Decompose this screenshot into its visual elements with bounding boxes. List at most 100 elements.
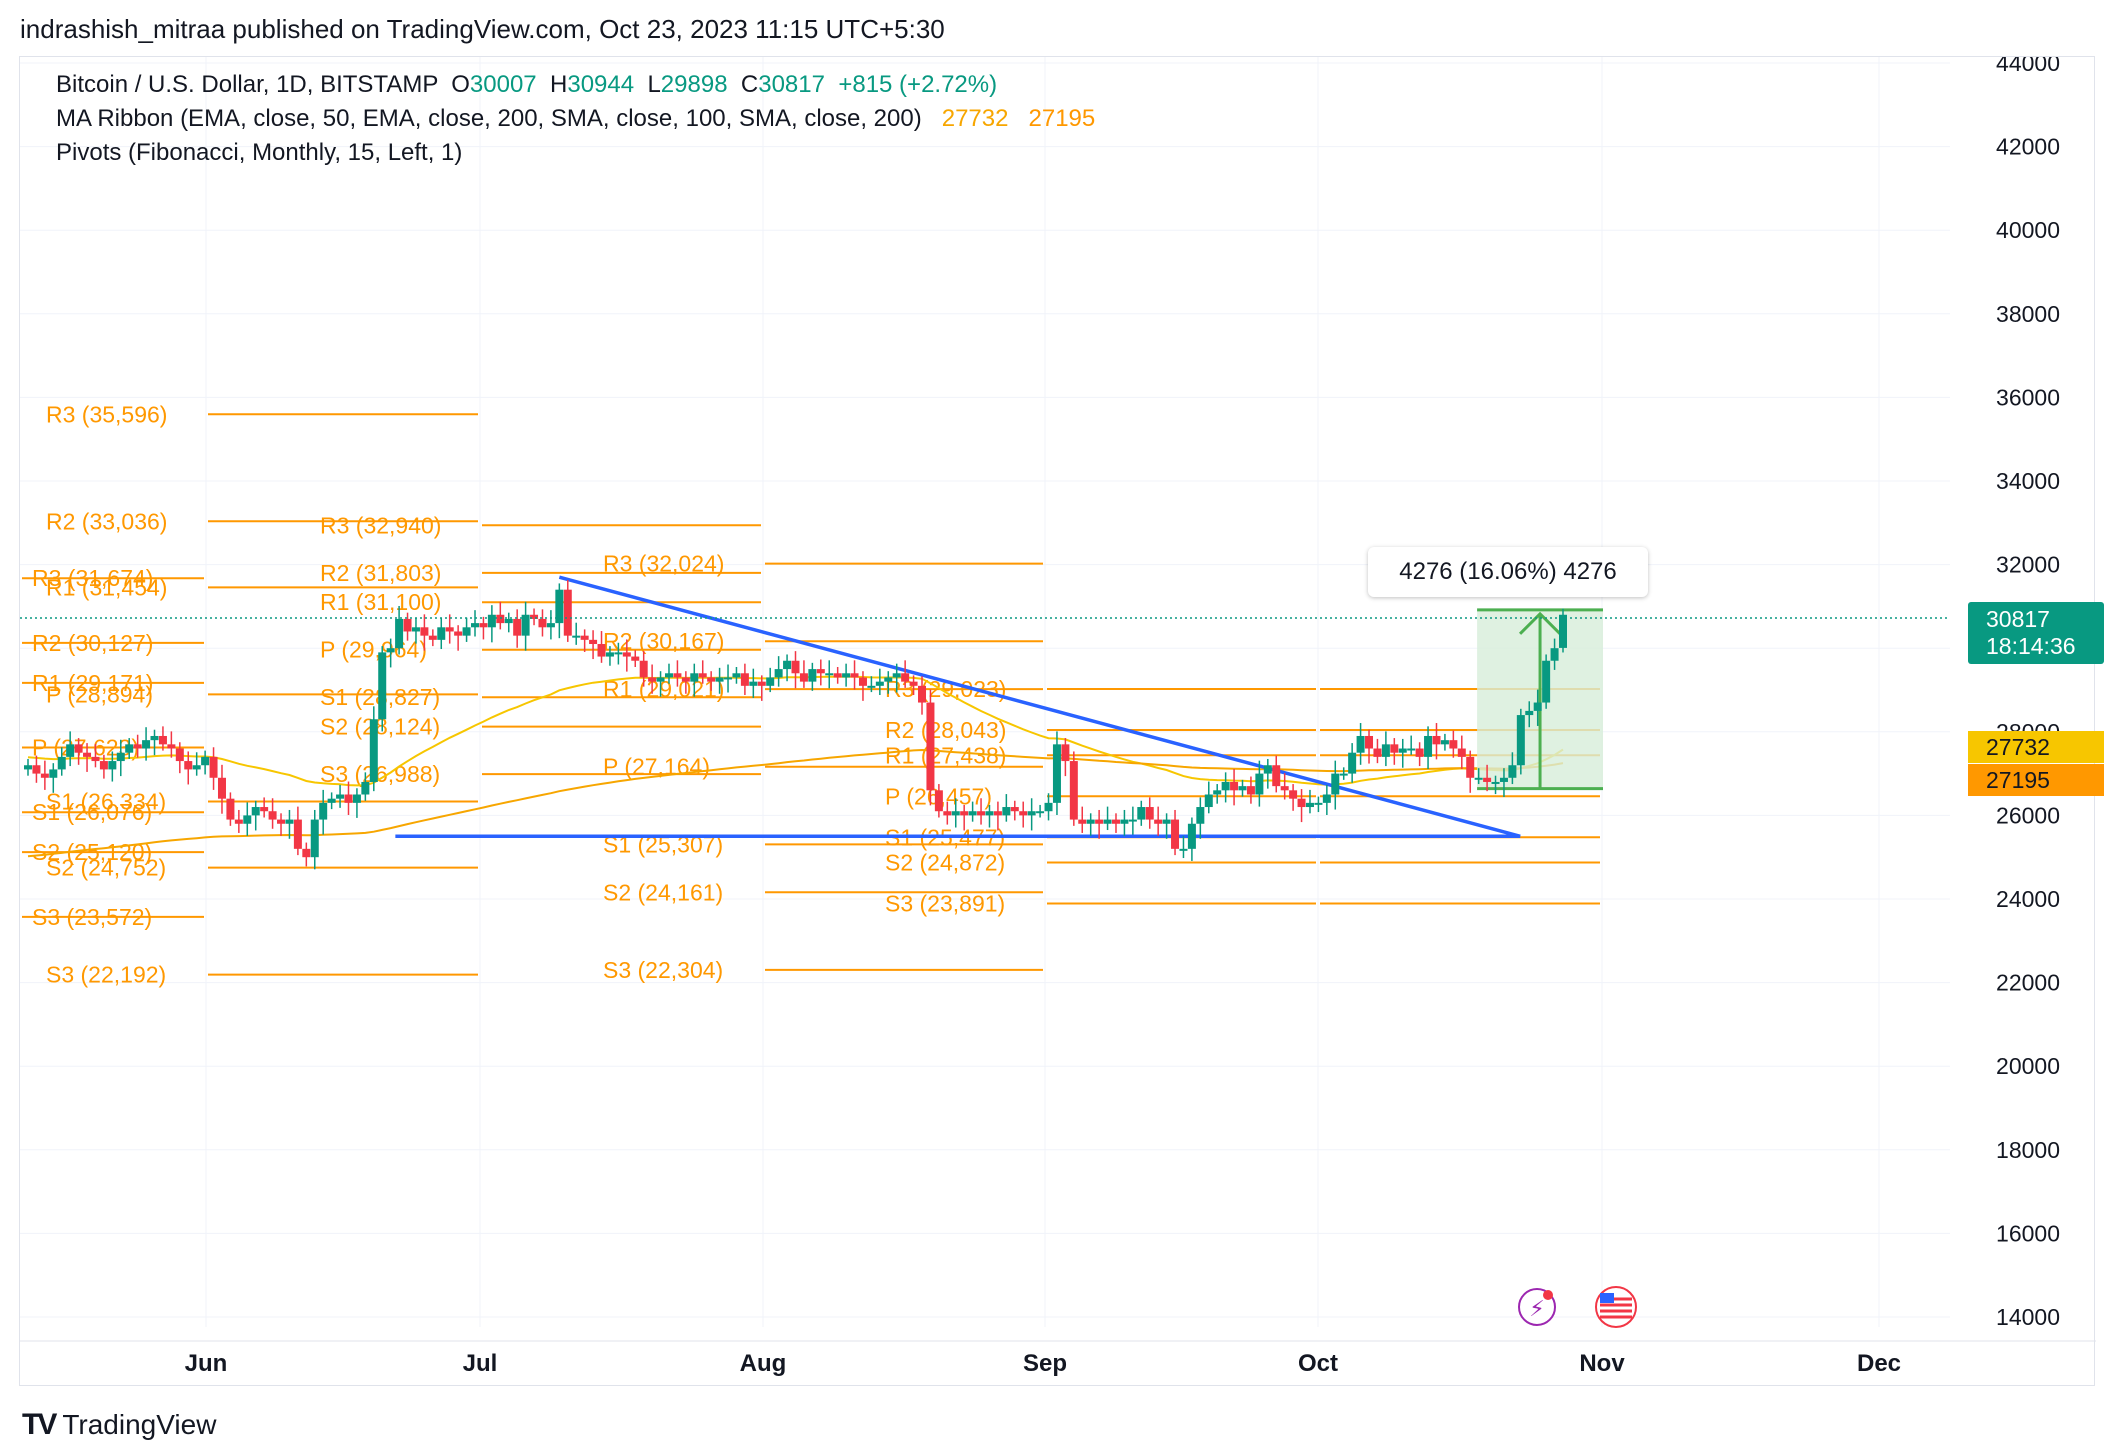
time-axis: Jun Jul Aug Sep Oct Nov Dec ⚡ [20,1286,2096,1377]
measure-arrow-head [1518,611,1562,635]
measure-label: 4276 (16.06%) 4276 [1399,558,1617,585]
candle-body [1196,807,1205,824]
candle-body [1491,781,1500,784]
candle-body [1002,807,1011,816]
candle-body [192,765,201,770]
tradingview-logo[interactable]: TV TradingView [22,1408,216,1442]
candle-body [1095,819,1104,824]
high-label: H [550,71,568,98]
pivot-label: S2 (24,752) [46,855,166,881]
open-label: O [451,71,470,98]
candle-body [875,681,884,686]
candle-body [1086,819,1095,824]
candle-body [302,848,311,858]
candle-body [116,752,125,762]
y-tick-label: 40000 [1996,217,2060,243]
candle-body [1154,819,1163,824]
candle-body [293,819,302,849]
candle-body [1483,777,1492,782]
candle-body [1061,744,1070,762]
y-tick-label: 38000 [1996,301,2060,327]
y-tick-label: 20000 [1996,1053,2060,1079]
open-value: 30007 [469,71,537,98]
price-chart[interactable]: R3 (31,674)R2 (30,127)R1 (29,171)P (27,6… [20,57,2096,1387]
candle-body [597,644,606,657]
flag-canton [1600,1293,1614,1303]
x-tick-label: Oct [1298,1350,1338,1377]
candle-body [1381,744,1390,757]
pivot-label: S1 (26,334) [46,788,166,814]
candle-body [1322,794,1331,803]
candle-body [1457,748,1466,757]
candle-body [572,635,581,638]
pivot-label: S2 (24,872) [885,850,1005,876]
candle-body [530,614,539,619]
candle-body [1044,802,1053,812]
candle-body [1111,819,1120,824]
candle-body [1137,807,1146,820]
candle-body [1424,735,1433,757]
pivot-label: R2 (30,167) [603,628,724,654]
candle-body [892,673,901,678]
y-tick-label: 24000 [1996,886,2060,912]
pivot-label: P (28,894) [46,681,153,707]
candle-body [783,660,792,670]
pivot-label: S3 (26,988) [320,761,440,787]
ma-value-1: 27732 [941,105,1009,132]
candle-body [909,681,918,686]
ma2-tag-value: 27195 [1986,767,2050,793]
descending-trendline [558,575,1521,838]
y-tick-label: 14000 [1996,1304,2060,1330]
x-tick-label: Jul [463,1350,498,1377]
pivot-label: R1 (31,454) [46,574,167,600]
candle-body [732,673,741,678]
y-tick-label: 18000 [1996,1137,2060,1163]
candle-body [1314,802,1323,805]
candle-body [1550,648,1559,661]
candle-body [749,681,758,686]
candle-body [369,719,378,782]
candle-body [833,673,842,678]
y-tick-label: 42000 [1996,134,2060,160]
bar-countdown: 18:14:36 [1986,633,2076,659]
candle-body [977,811,986,816]
candle-body [867,685,876,688]
ma-ribbon-legend[interactable]: MA Ribbon (EMA, close, 50, EMA, close, 2… [56,105,1095,133]
candle-body [83,752,92,757]
candle-body [344,794,353,803]
chart-frame[interactable]: R3 (31,674) R2 (30,127) R1 (29,171) P (27,6… [19,56,2104,1387]
symbol-legend[interactable]: Bitcoin / U.S. Dollar, 1D, BITSTAMP O300… [56,71,997,99]
candle-body [1398,748,1407,753]
candle-body [142,740,151,749]
y-tick-label: 34000 [1996,468,2060,494]
candle-body [884,677,893,682]
candle-body [260,807,269,812]
candle-body [934,790,943,812]
pivot-label: S3 (22,304) [603,957,723,983]
pivot-label: S3 (22,192) [46,962,166,988]
pivot-label: P (29,964) [320,637,427,663]
candle-body [1145,807,1154,820]
candle-body [1120,819,1129,824]
candle-body [1246,786,1255,795]
y-tick-label: 26000 [1996,802,2060,828]
candle-body [1390,744,1399,753]
pivot-label: R2 (30,127) [32,630,153,656]
y-tick-label: 44000 [1996,57,2060,76]
pivot-label: S2 (24,161) [603,879,723,905]
candle-body [842,673,851,678]
candle-body [1356,735,1365,753]
close-value: 30817 [758,71,825,98]
pivot-labels: R3 (31,674)R2 (30,127)R1 (29,171)P (27,6… [32,401,1006,987]
pivots-legend[interactable]: Pivots (Fibonacci, Monthly, 15, Left, 1) [56,139,462,167]
candle-body [740,673,749,686]
candle-body [1280,786,1289,791]
candle-body [774,669,783,678]
candle-body [622,652,631,657]
candle-body [521,614,530,636]
pivots-label: Pivots (Fibonacci, Monthly, 15, Left, 1) [56,139,463,166]
candle-body [1010,807,1019,812]
candle-body [858,677,867,686]
candle-body [1474,777,1483,780]
candle-body [74,744,83,753]
